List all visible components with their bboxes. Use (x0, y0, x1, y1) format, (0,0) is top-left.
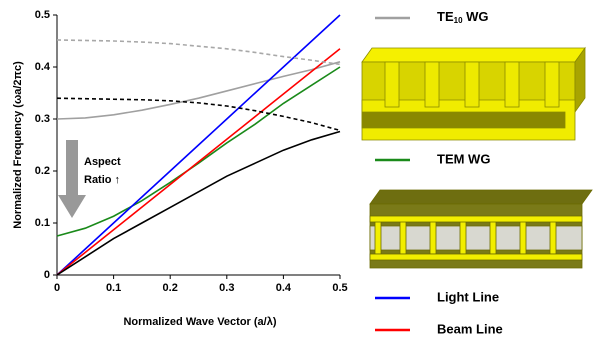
arrow (58, 140, 86, 218)
annotation: Ratio ↑ (84, 174, 120, 186)
y-axis-label: Normalized Frequency (ωa/2πc) (12, 61, 24, 229)
annotation: Aspect (84, 156, 121, 168)
y-tick-label: 0.4 (35, 61, 51, 73)
y-tick-label: 0 (44, 269, 50, 281)
te-waveguide-structure (362, 48, 585, 140)
x-tick-label: 0.5 (332, 282, 347, 294)
series-line (57, 131, 340, 275)
series-line (57, 98, 340, 130)
x-tick-label: 0.1 (106, 282, 121, 294)
legend-label: TE10 WG (437, 9, 489, 25)
x-axis-label: Normalized Wave Vector (a/λ) (123, 316, 276, 328)
y-tick-label: 0.3 (35, 113, 50, 125)
series-line (57, 67, 340, 236)
x-tick-label: 0.3 (219, 282, 234, 294)
series-line (57, 40, 340, 64)
tem-waveguide-structure (370, 190, 592, 268)
y-tick-label: 0.1 (35, 217, 50, 229)
x-tick-label: 0 (54, 282, 60, 294)
legend-label: Light Line (437, 289, 499, 304)
chart: Aspect Ratio ↑ Normalized Wave Vector (a… (0, 0, 597, 344)
y-tick-label: 0.5 (35, 9, 50, 21)
y-tick-label: 0.2 (35, 165, 50, 177)
x-tick-label: 0.4 (276, 282, 292, 294)
legend-label: TEM WG (437, 151, 490, 166)
legend-label: Beam Line (437, 321, 503, 336)
x-tick-label: 0.2 (163, 282, 178, 294)
series-line (57, 62, 340, 119)
